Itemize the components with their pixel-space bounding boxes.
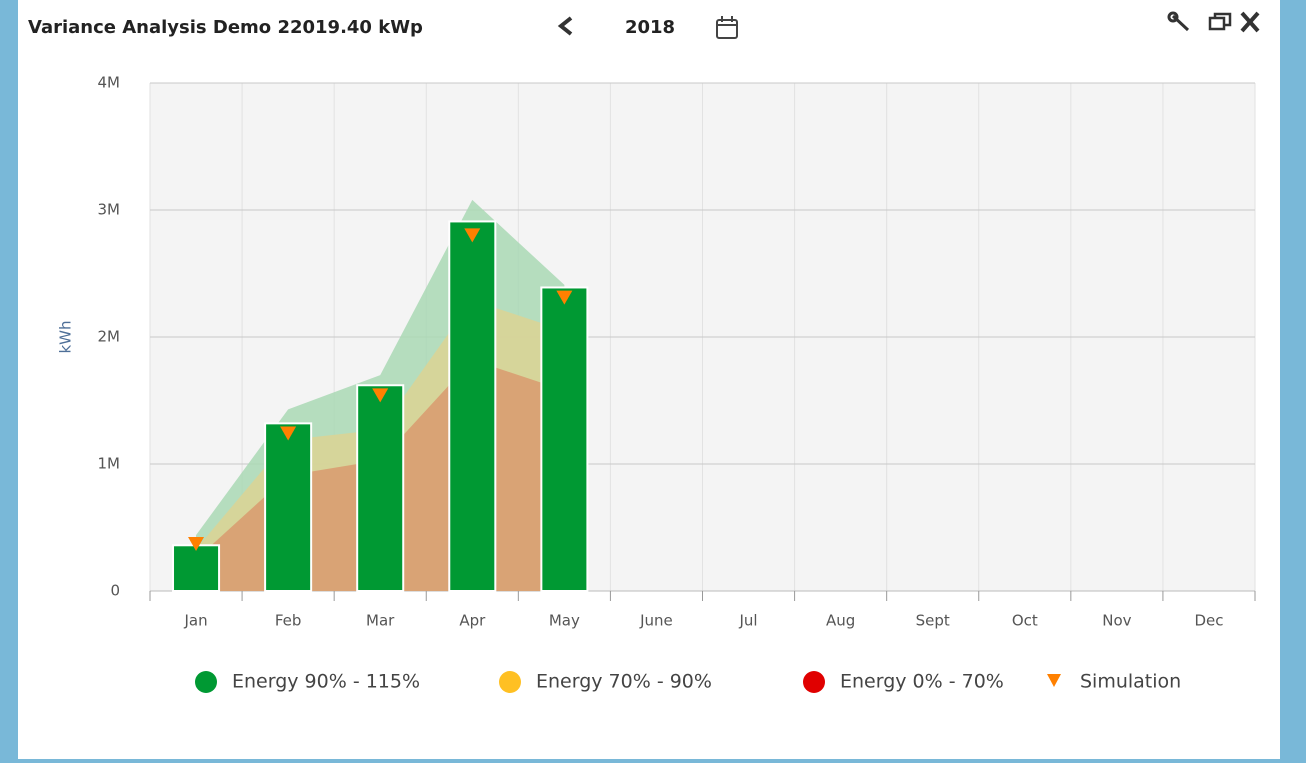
simulation-marker [280,426,297,441]
simulation-marker [188,537,205,552]
x-tick-label: Jul [738,612,757,630]
legend-label: Simulation [1080,671,1181,693]
y-tick-label: 2M [98,328,121,346]
x-tick-label: Apr [459,612,486,630]
widget: Variance Analysis Demo 22019.40 kWp 2018… [18,0,1280,759]
legend-label: Energy 0% - 70% [840,671,1004,693]
widget-canvas: Variance Analysis Demo 22019.40 kWp 2018… [28,11,1260,693]
widget-title: Variance Analysis Demo 22019.40 kWp [28,17,423,38]
x-tick-label: Aug [826,612,855,630]
x-tick-label: Nov [1102,612,1131,630]
simulation-marker [556,290,573,305]
prev-year[interactable] [557,16,573,36]
legend-marker [195,671,217,693]
legend-label: Energy 70% - 90% [536,671,712,693]
legend-label: Energy 90% - 115% [232,671,420,693]
y-tick-label: 3M [98,201,121,219]
bar [540,286,589,592]
bar [264,422,313,592]
x-tick-label: Dec [1194,612,1223,630]
bar [448,220,497,592]
x-tick-label: Jan [183,612,207,630]
y-tick-label: 4M [98,74,121,92]
y-axis-label: kWh [57,320,75,353]
y-tick-label: 1M [98,455,121,473]
calendar-icon[interactable] [716,16,738,39]
year: 2018 [625,17,675,38]
x-tick-label: May [549,612,580,630]
bar [356,384,405,593]
simulation-marker [372,388,389,403]
x-tick-label: Oct [1012,612,1038,630]
legend-marker [1047,674,1061,687]
settings-icon[interactable] [1167,11,1190,32]
plot: 0 1M 2M 3M 4M kWh Jan Feb Mar Apr May June Jul Aug Sep… [57,74,1256,630]
legend-marker [499,671,521,693]
x-tick-label: June [639,612,673,630]
simulation-marker [464,228,481,243]
close-icon[interactable] [1240,11,1260,33]
x-tick-label: Sept [916,612,950,630]
y-tick-label: 0 [110,582,120,600]
bar [172,544,221,593]
x-tick-label: Feb [275,612,302,630]
restore-icon[interactable] [1208,12,1232,31]
x-tick-label: Mar [366,612,395,630]
legend-marker [803,671,825,693]
